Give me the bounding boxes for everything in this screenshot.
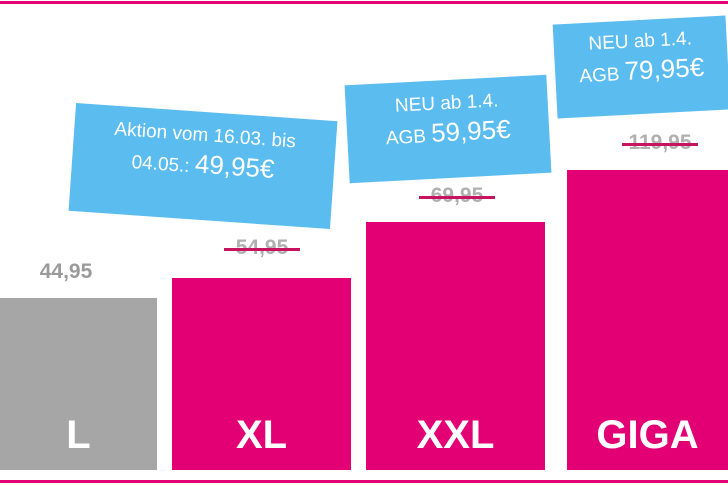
frame-line (0, 1, 728, 4)
offer-price: 59,95€ (430, 113, 512, 148)
offer-box: NEU ab 1.4. AGB 79,95€ (552, 15, 728, 119)
offer-box: NEU ab 1.4. AGB 59,95€ (344, 74, 552, 184)
old-price: 54,95 (202, 236, 322, 260)
tariff-name: L (66, 413, 91, 457)
tariff-name: XXL (416, 413, 495, 457)
frame-line (0, 480, 728, 483)
offer-box: Aktion vom 16.03. bis 04.05.: 49,95€ (68, 102, 338, 230)
offer-text: AGB (385, 126, 427, 150)
tariff-bar: XL (172, 278, 351, 470)
old-price: 69,95 (397, 184, 517, 208)
tariff-bar: L (0, 298, 157, 470)
price: 44,95 (39, 260, 93, 283)
tariff-name: GIGA (596, 413, 699, 457)
offer-text: 04.05.: (130, 152, 191, 178)
offer-price: 49,95€ (194, 148, 276, 184)
tariff-bar: GIGA (567, 170, 728, 470)
offer-price: 79,95€ (623, 51, 705, 86)
old-price: 119,95 (600, 131, 720, 155)
tariff-name: XL (235, 413, 288, 457)
tariff-bar: XXL (366, 222, 545, 470)
offer-text: AGB (578, 64, 621, 88)
